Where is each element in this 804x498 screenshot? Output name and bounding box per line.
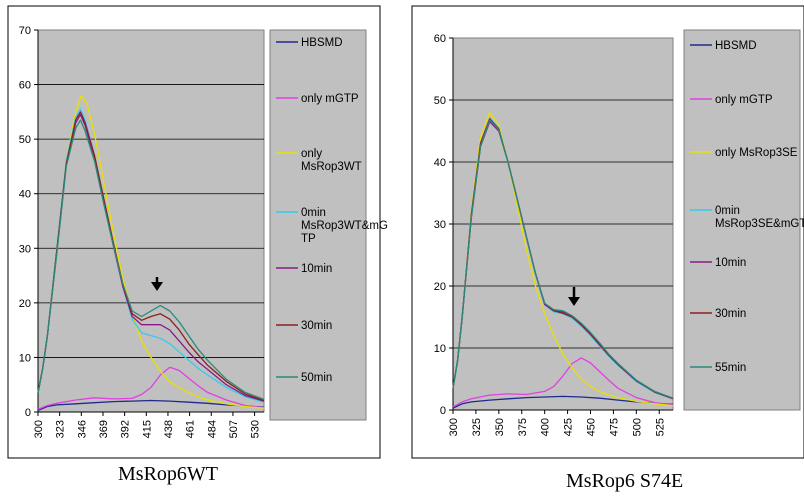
x-tick-label: 323 [55, 420, 67, 438]
series-line [452, 395, 674, 409]
y-tick-label: 70 [19, 25, 31, 37]
legend-label: only mGTP [715, 94, 773, 106]
y-tick-label: 50 [19, 134, 31, 146]
chart-panel-right: 0 10 20 30 40 50 60 300 325 350 375 400 425 450 475 500… [404, 0, 804, 498]
x-tick-label: 450 [586, 418, 598, 436]
legend-label: 10min [301, 263, 332, 275]
legend-label: 55min [715, 362, 746, 374]
series-line [452, 111, 674, 407]
chart-title-right: MsRop6 S74E [566, 470, 684, 492]
y-tick-label: 50 [434, 95, 446, 107]
chart-left: 0 10 20 30 40 50 60 70 300 323 346 369 392 415 438 461 4… [7, 5, 388, 459]
y-tick-label: 60 [434, 33, 446, 45]
x-tick-label: 300 [33, 420, 45, 438]
y-tick-label: 20 [434, 281, 446, 293]
legend-label: only mGTP [301, 93, 359, 105]
x-tick-label: 400 [540, 418, 552, 436]
x-tick-label: 484 [206, 420, 218, 438]
series-line [452, 357, 674, 408]
y-tick-label: 10 [19, 352, 31, 364]
chart-title-left: MsRop6WT [118, 463, 218, 485]
x-tick-label: 369 [98, 420, 110, 438]
x-tick-label: 530 [250, 420, 262, 438]
x-tick-label: 425 [563, 418, 575, 436]
y-tick-label: 0 [25, 407, 31, 419]
x-tick-label: 325 [471, 418, 483, 436]
x-tick-label: 438 [163, 420, 175, 438]
x-tick-label: 392 [120, 420, 132, 438]
x-tick-label: 507 [228, 420, 240, 438]
series-line [37, 119, 265, 401]
x-tick-label: 375 [517, 418, 529, 436]
legend-label: 30min [301, 320, 332, 332]
y-tick-label: 0 [440, 405, 446, 417]
y-tick-label: 40 [434, 157, 446, 169]
y-tick-label: 30 [434, 219, 446, 231]
legend-label: HBSMD [715, 40, 757, 52]
legend-label: 50min [301, 372, 332, 384]
x-tick-label: 525 [654, 418, 666, 436]
y-tick-label: 30 [19, 243, 31, 255]
chart-panel-left: 0 10 20 30 40 50 60 70 300 323 346 369 392 415 438 461 4… [0, 0, 400, 498]
y-tick-label: 40 [19, 189, 31, 201]
plot-area [37, 29, 265, 413]
x-tick-label: 475 [608, 418, 620, 436]
legend-label: 30min [715, 308, 746, 320]
arrow-down-icon [568, 287, 580, 306]
legend-box [269, 29, 367, 421]
legend-label: 0min MsRop3WT&mG TP [301, 207, 388, 245]
x-tick-label: 500 [631, 418, 643, 436]
x-tick-label: 300 [448, 418, 460, 436]
x-tick-label: 346 [76, 420, 88, 438]
series-line [37, 366, 265, 410]
legend-label: 10min [715, 257, 746, 269]
y-tick-label: 20 [19, 298, 31, 310]
series-line [452, 119, 674, 399]
y-tick-label: 60 [19, 80, 31, 92]
x-tick-label: 415 [141, 420, 153, 438]
legend-box [683, 29, 801, 411]
y-tick-label: 10 [434, 343, 446, 355]
chart-right: 0 10 20 30 40 50 60 300 325 350 375 400 425 450 475 500… [411, 5, 804, 459]
series-line [37, 399, 265, 412]
arrow-down-icon [151, 277, 163, 291]
legend-label: only MsRop3WT [301, 148, 362, 173]
x-tick-label: 350 [494, 418, 506, 436]
x-tick-label: 461 [185, 420, 197, 438]
legend-label: HBSMD [301, 37, 343, 49]
legend-label: only MsRop3SE [715, 147, 798, 159]
